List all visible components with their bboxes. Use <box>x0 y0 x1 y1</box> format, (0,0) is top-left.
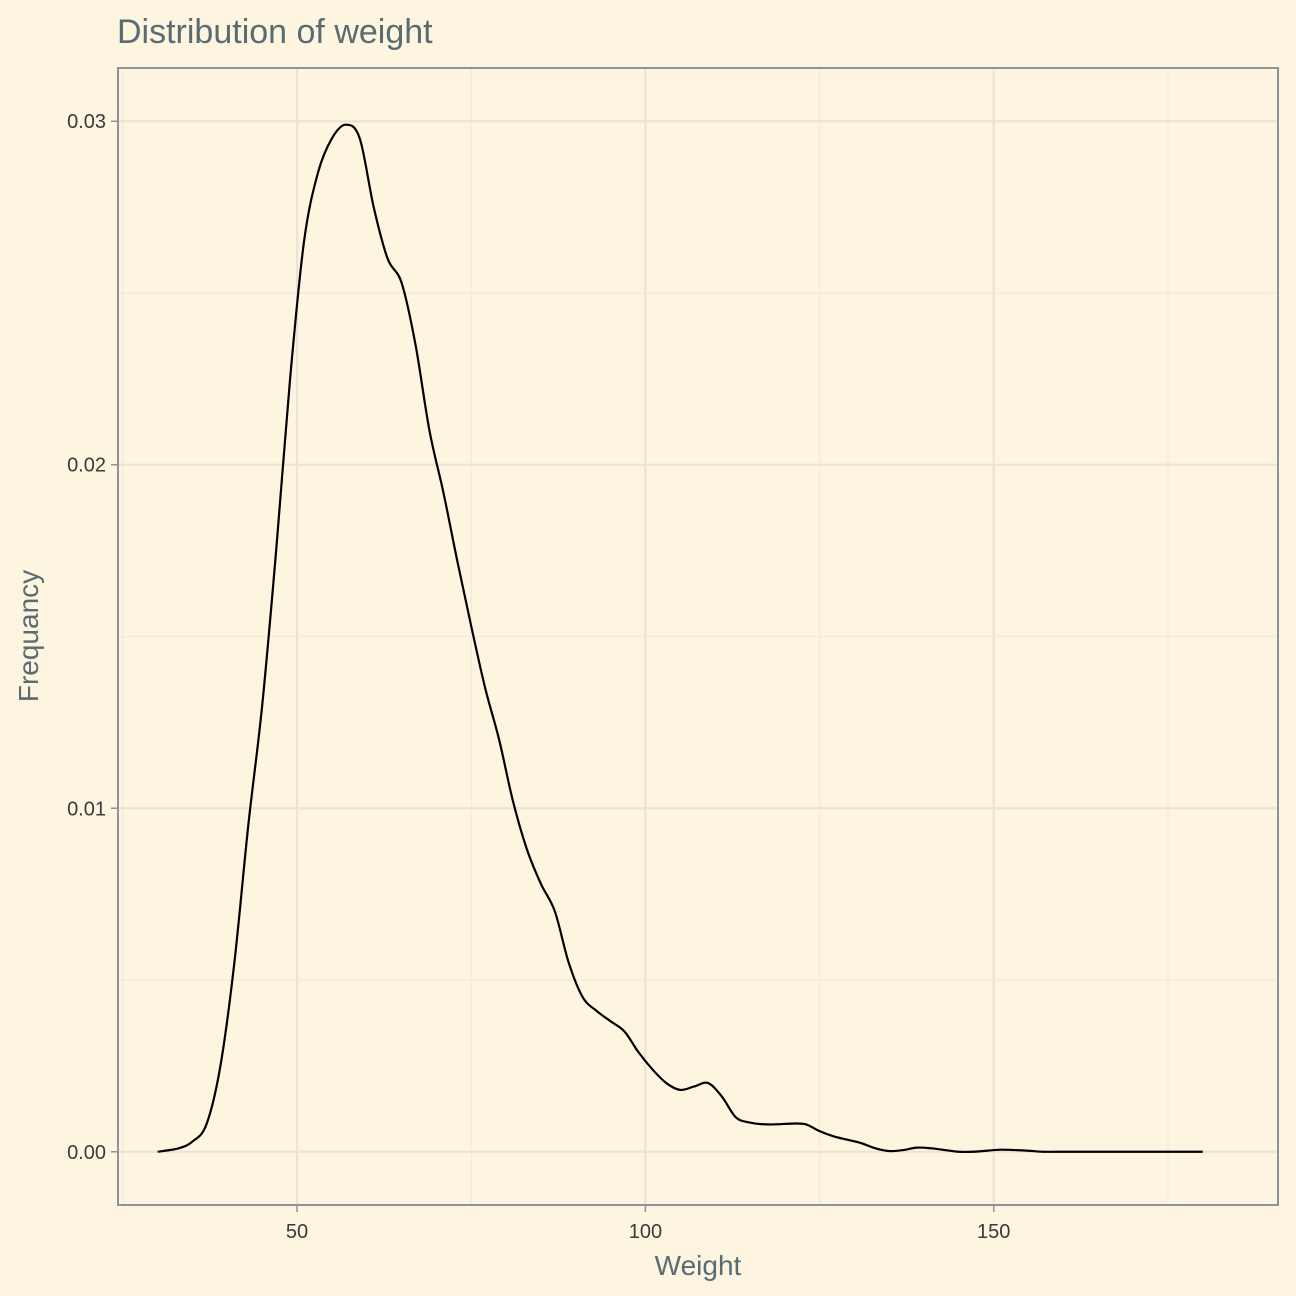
chart-title: Distribution of weight <box>117 13 433 51</box>
y-tick-label: 0.03 <box>67 111 106 133</box>
y-tick-label: 0.00 <box>67 1142 106 1164</box>
axes <box>117 67 1279 1206</box>
density-line <box>157 123 1203 1154</box>
x-axis-title: Weight <box>655 1250 742 1281</box>
x-axis-ticks: 50 100 150 <box>286 1205 1010 1243</box>
panel-border <box>117 67 1279 1206</box>
x-tick-label: 150 <box>977 1221 1010 1243</box>
x-tick-label: 100 <box>629 1221 662 1243</box>
y-tick-label: 0.01 <box>67 798 106 820</box>
y-axis-title: Frequancy <box>13 570 44 702</box>
x-tick-label: 50 <box>286 1221 308 1243</box>
y-tick-label: 0.02 <box>67 455 106 477</box>
y-axis-ticks: 0.00 0.01 0.02 0.03 <box>67 111 118 1164</box>
grid <box>118 68 1278 1205</box>
